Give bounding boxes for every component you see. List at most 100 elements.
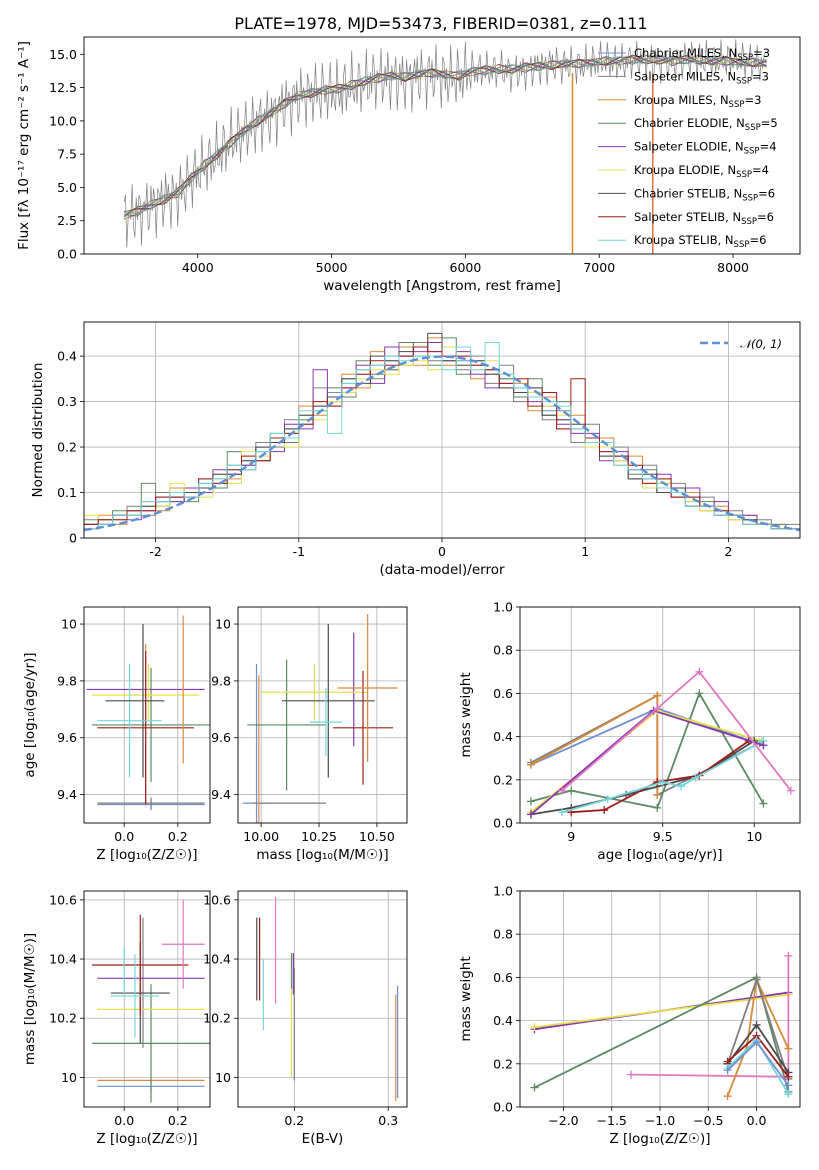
x-tick-label: 0.2 [168,829,188,844]
weight-marker [526,760,535,769]
mass-vs-ebv-panel: 0.2 0.3 10 10.2 10.4 10.6 E(B-V) [203,890,408,1147]
weight-marker [600,806,609,815]
legend-label: Kroupa STELIB, NSSP=6 [634,233,766,250]
y-tick-label: 10.6 [49,892,77,907]
age-vs-mass-plot-area [242,614,398,823]
weight-series-line [561,740,764,814]
x-tick-label: 0.3 [378,1113,398,1128]
age-vs-Z-frame [83,606,211,824]
weight-marker [759,741,768,750]
x-axis-label: E(B-V) [302,1131,344,1147]
y-tick-label: 9.6 [211,730,231,745]
spectrum-plot-area [123,39,767,254]
x-tick-label: 0.2 [284,1113,304,1128]
y-tick-label: 10.4 [203,952,231,967]
residual-histogram [84,346,800,538]
weight-marker [653,803,662,812]
legend-label: 𝒩(0, 1) [740,337,782,351]
residuals-ticks: -2 -1 0 1 2 0 0.1 0.2 0.3 0.4 [57,349,732,559]
weight-marker [567,786,576,795]
weight-vs-Z-ticks: −2.0 −1.5 −1.0 −0.5 0.0 0.0 0.2 0.4 0.6 0.8 1.0 [493,884,766,1129]
age-vs-mass-ticks: 10.00 10.25 10.50 9.4 9.6 9.8 10 [211,617,395,844]
y-tick-label: 0.0 [493,1100,513,1115]
errorbar-point [281,624,375,778]
mass-vs-Z-plot-area [92,899,210,1103]
errorbar-point [247,659,326,791]
figure-title: PLATE=1978, MJD=53473, FIBERID=0381, z=0… [234,14,647,33]
errorbar-point [337,614,398,762]
errorbar-point [97,651,194,805]
weight-marker [786,786,795,795]
model-spectrum-line [124,55,767,214]
y-tick-label: 9.8 [211,673,231,688]
spectrum-ticks: 4000 5000 6000 7000 8000 0.0 2.5 5.0 7.5 10.0 12.5… [49,47,749,275]
weight-marker [723,1092,732,1101]
x-tick-label: 0.0 [114,829,134,844]
weight-marker [784,1044,793,1053]
weight-vs-Z-panel: −2.0 −1.5 −1.0 −0.5 0.0 0.0 0.2 0.4 0.6 0.8 1.0 Z [… [458,884,801,1147]
x-axis-label: age [log₁₀(age/yr)] [597,847,722,863]
x-tick-label: 10.50 [359,829,395,844]
legend-label: Kroupa ELODIE, NSSP=4 [634,163,769,180]
weight-marker [695,689,704,698]
normal-reference-curve [84,355,800,532]
age-vs-Z-panel: 0.0 0.2 9.4 9.6 9.8 10 Z [log₁₀(Z/Z☉)] age [log… [22,606,211,863]
spectrum-frame [83,36,801,255]
x-tick-label: 10.00 [243,829,279,844]
x-tick-label: 0.0 [747,1113,767,1128]
y-axis-label: Normed distribution [30,363,46,498]
mass-vs-ebv-frame [237,890,408,1108]
age-vs-mass-frame [237,606,408,824]
legend-label: Salpeter ELODIE, NSSP=4 [634,140,777,157]
mass-vs-Z-panel: 0.0 0.2 10 10.2 10.4 10.6 Z [log₁₀(Z/Z☉)] mass … [22,890,211,1147]
errorbar-point [97,663,162,778]
legend-label: Salpeter STELIB, NSSP=6 [634,210,774,227]
legend-label: Salpeter MILES, NSSP=3 [634,69,769,86]
y-axis-label: Flux [fλ 10⁻¹⁷ erg cm⁻² s⁻¹ A⁻¹] [16,41,32,250]
legend-label: Chabrier STELIB, NSSP=6 [634,186,775,203]
y-tick-label: 0.4 [57,349,77,364]
y-tick-label: 9.4 [57,787,77,802]
residuals-plot-area [84,332,800,538]
weight-vs-age-plot-area [526,667,795,819]
x-tick-label: 6000 [450,260,482,275]
y-tick-label: 0.6 [493,686,513,701]
y-tick-label: 10 [61,617,77,632]
y-axis-label: mass weight [458,956,474,1041]
weight-series-line [534,993,789,1028]
y-tick-label: 10.2 [203,1011,231,1026]
y-tick-label: 10.4 [49,952,77,967]
y-tick-label: 10.0 [49,113,77,128]
weight-marker [784,1081,793,1090]
weight-marker [526,810,535,819]
x-tick-label: −1.5 [597,1113,627,1128]
errorbar-point [110,954,160,1038]
y-tick-label: 1.0 [493,884,513,899]
y-tick-label: 10.2 [49,1011,77,1026]
x-tick-label: 4000 [182,260,214,275]
weight-marker [653,790,662,799]
y-tick-label: 0.8 [493,643,513,658]
weight-marker [653,704,662,713]
x-tick-label: 9.5 [653,829,673,844]
y-tick-label: 0.3 [57,394,77,409]
weight-marker [723,1066,732,1075]
x-tick-label: 1 [581,544,589,559]
x-tick-label: 0 [438,544,446,559]
weight-vs-age-frame [519,606,801,824]
y-tick-label: 15.0 [49,47,77,62]
mass-vs-Z-ticks: 0.0 0.2 10 10.2 10.4 10.6 [49,892,188,1128]
y-tick-label: 12.5 [49,80,77,95]
weight-marker [784,1090,793,1099]
x-tick-label: 5000 [316,260,348,275]
x-axis-label: Z [log₁₀(Z/Z☉)] [96,847,197,863]
weight-marker [691,773,700,782]
y-tick-label: 10 [215,1070,231,1085]
y-tick-label: 0.2 [493,772,513,787]
errorbar-point [92,914,189,1016]
weight-marker [558,808,567,817]
weight-series-line [530,740,755,816]
weight-marker [784,1072,793,1081]
x-tick-label: 10.25 [301,829,337,844]
